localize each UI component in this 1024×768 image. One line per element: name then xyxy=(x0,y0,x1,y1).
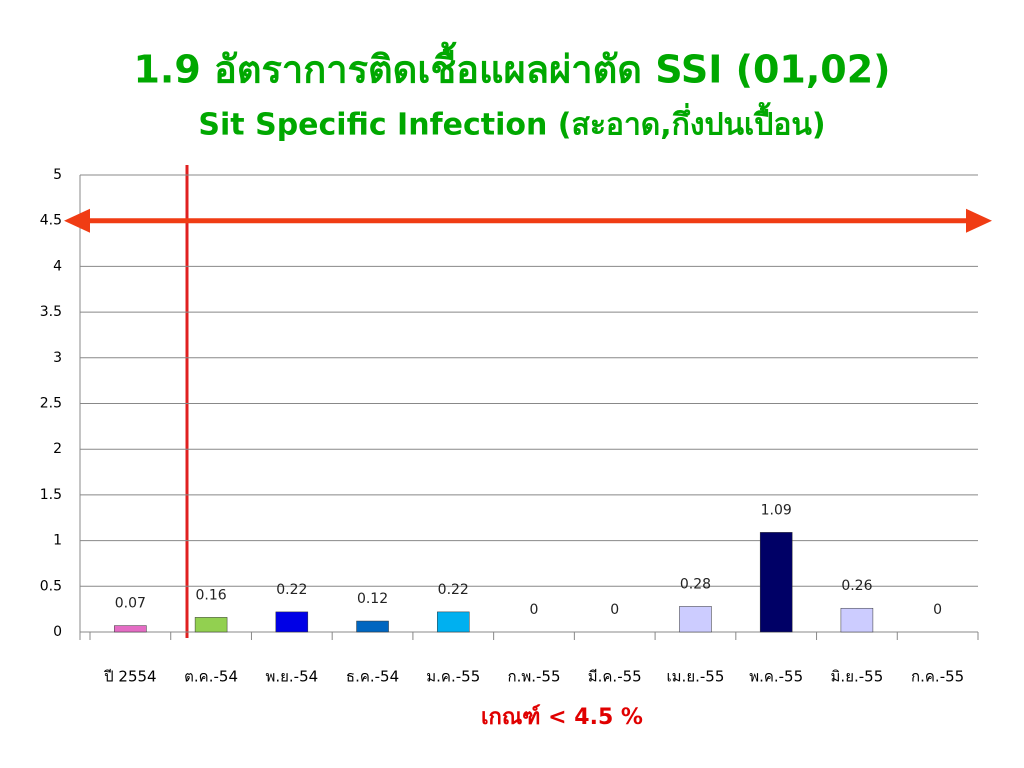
x-tick-label: ปี 2554 xyxy=(103,668,156,686)
x-tick-label: เม.ย.-55 xyxy=(667,668,725,686)
x-tick-label: มี.ค.-55 xyxy=(588,668,642,686)
bar xyxy=(840,607,874,633)
value-label: 0.22 xyxy=(438,582,469,598)
y-tick-label: 2 xyxy=(53,441,62,457)
chart-subtitle: Sit Specific Infection (สะอาด,กึ่งปนเปื้… xyxy=(198,102,825,143)
y-tick-label: 0.5 xyxy=(40,578,62,594)
value-label: 0 xyxy=(530,602,539,618)
value-label: 0.22 xyxy=(276,582,307,598)
x-tick-label: ธ.ค.-54 xyxy=(346,668,399,686)
value-label: 0.28 xyxy=(680,576,711,592)
chart-title: 1.9 อัตราการติดเชื้อแผลผ่าตัด SSI (01,02… xyxy=(133,42,890,92)
bar xyxy=(759,532,793,633)
bar xyxy=(356,620,389,633)
x-tick-label: พ.ย.-54 xyxy=(265,668,318,686)
y-tick-label: 1.5 xyxy=(40,487,62,503)
value-label: 0.12 xyxy=(357,591,388,607)
y-tick-label: 0 xyxy=(53,624,62,640)
bar xyxy=(679,606,712,633)
value-label: 0 xyxy=(610,602,619,618)
value-label: 1.09 xyxy=(761,502,792,518)
y-tick-label: 3.5 xyxy=(40,304,62,320)
annotation: เกณฑ์ < 4.5 % xyxy=(481,704,643,730)
y-tick-label: 4.5 xyxy=(40,213,62,229)
x-tick-label: ก.พ.-55 xyxy=(507,668,560,686)
arrow-head xyxy=(64,208,90,233)
y-tick-label: 2.5 xyxy=(40,396,62,412)
value-label: 0.07 xyxy=(115,596,146,612)
value-label: 0 xyxy=(933,602,942,618)
bar xyxy=(114,625,147,633)
arrow-head xyxy=(966,208,992,233)
bar xyxy=(437,611,470,633)
bar xyxy=(275,611,309,633)
y-tick-label: 5 xyxy=(53,167,62,183)
value-label: 0.16 xyxy=(196,587,227,603)
x-tick-label: ม.ค.-55 xyxy=(426,668,480,686)
x-tick-label: มิ.ย.-55 xyxy=(831,668,884,686)
x-tick-label: ก.ค.-55 xyxy=(911,668,964,686)
x-tick-label: พ.ค.-55 xyxy=(749,668,803,686)
bar xyxy=(194,617,228,633)
y-tick-label: 4 xyxy=(53,258,62,274)
y-tick-label: 3 xyxy=(53,350,62,366)
value-label: 0.26 xyxy=(841,578,872,594)
x-tick-label: ต.ค.-54 xyxy=(184,668,238,686)
y-tick-label: 1 xyxy=(53,533,62,549)
